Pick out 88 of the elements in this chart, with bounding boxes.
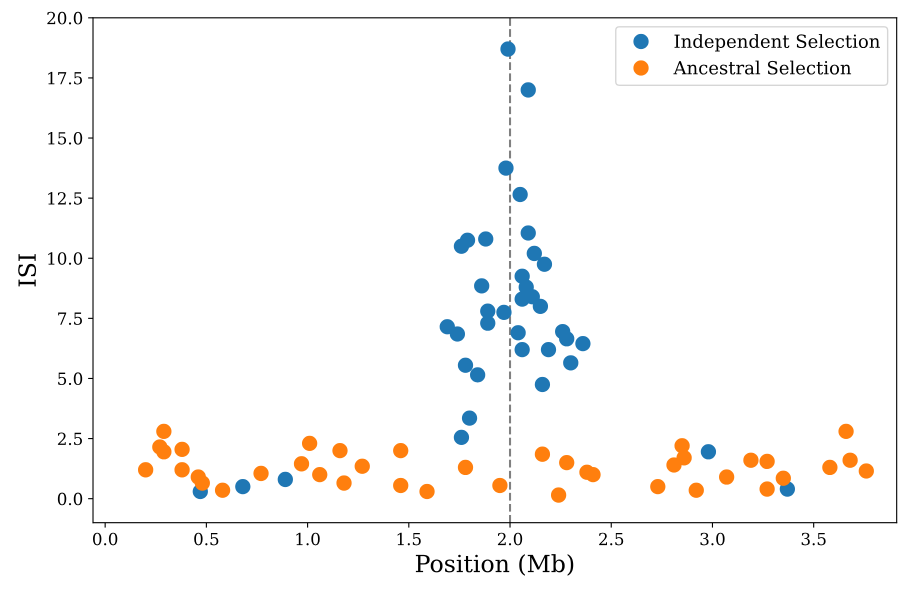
point (498, 160, 514, 176)
legend-label: Ancestral Selection (673, 60, 852, 75)
point (858, 463, 874, 479)
y-tick-label: 17.5 (48, 72, 82, 84)
x-tick-label: 0.0 (93, 532, 118, 546)
point (550, 487, 566, 503)
point (440, 319, 455, 334)
point (336, 475, 352, 491)
y-tick-label: 10.0 (48, 252, 82, 265)
point (462, 410, 478, 426)
point (510, 325, 526, 340)
y-tick-label: 7.5 (58, 312, 82, 325)
point (512, 186, 528, 202)
x-tick-label: 0.5 (194, 532, 218, 546)
point (478, 231, 494, 247)
point (676, 450, 692, 466)
point (454, 430, 470, 446)
point (520, 82, 536, 98)
point (156, 444, 172, 460)
point (312, 466, 328, 482)
point (559, 454, 574, 470)
x-tick-label: 1.0 (296, 532, 320, 546)
y-tick-label: 2.5 (58, 432, 82, 446)
point (559, 331, 574, 346)
point (674, 438, 690, 454)
point (354, 458, 370, 474)
point (278, 472, 293, 488)
point (393, 442, 408, 458)
y-tick-label: 0.0 (58, 492, 82, 506)
point (500, 41, 516, 57)
point (474, 278, 490, 294)
point (759, 481, 775, 497)
point (458, 460, 474, 476)
point (585, 466, 601, 482)
point (174, 462, 190, 478)
point (496, 304, 512, 320)
point (294, 456, 310, 472)
point (470, 367, 486, 382)
point (332, 442, 348, 458)
point (526, 246, 542, 262)
point (759, 454, 775, 470)
point (842, 452, 858, 468)
point (235, 479, 250, 494)
x-axis-title: Position (Mb) (416, 554, 574, 576)
point (419, 484, 435, 500)
y-axis-title: ISI (18, 254, 36, 286)
point (776, 470, 791, 486)
x-tick-label: 1.5 (398, 532, 421, 546)
point (534, 376, 550, 392)
point (214, 482, 230, 498)
point (454, 238, 470, 254)
point (540, 342, 556, 358)
point (514, 342, 530, 358)
point (138, 462, 154, 478)
point (253, 466, 269, 482)
point (194, 475, 210, 491)
point (700, 444, 716, 460)
y-tick-label: 5.0 (58, 372, 82, 386)
point (514, 291, 530, 307)
point (743, 452, 759, 468)
point (688, 482, 704, 498)
point (174, 442, 190, 458)
point (838, 424, 854, 439)
point (666, 457, 682, 473)
y-tick-label: 12.5 (48, 192, 82, 205)
y-tick-label: 20.0 (47, 12, 82, 24)
point (536, 256, 552, 272)
point (458, 358, 474, 373)
point (575, 336, 591, 352)
point (563, 355, 578, 370)
point (450, 326, 466, 342)
x-tick-label: 3.5 (802, 532, 826, 546)
point (393, 478, 408, 494)
point (822, 460, 838, 476)
point (492, 478, 508, 494)
y-tick-label: 15.0 (48, 132, 82, 145)
point (718, 469, 734, 485)
x-tick-label: 2.0 (498, 532, 522, 546)
point (650, 479, 666, 494)
legend-label: Independent Selection (674, 34, 880, 52)
point (534, 446, 550, 462)
x-tick-label: 3.0 (700, 532, 725, 546)
point (480, 316, 496, 331)
point (302, 436, 318, 452)
x-tick-label: 2.5 (599, 532, 624, 546)
point (520, 225, 536, 241)
point (156, 424, 172, 439)
point (532, 298, 548, 314)
